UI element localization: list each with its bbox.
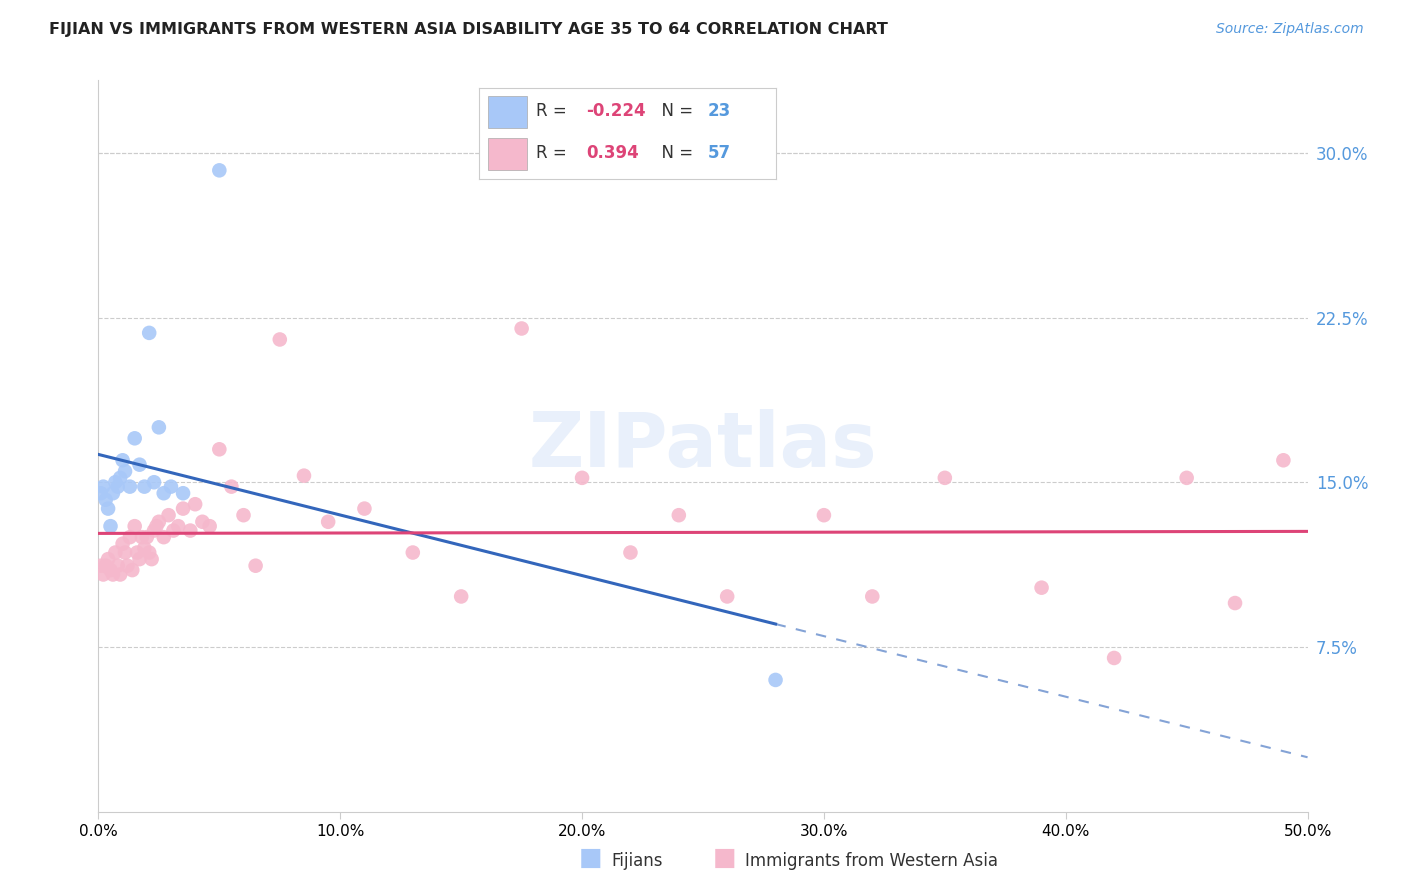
Point xyxy=(571,471,593,485)
Point xyxy=(143,524,166,538)
Point xyxy=(114,464,136,478)
Point xyxy=(860,590,883,604)
Point xyxy=(141,552,163,566)
Point xyxy=(172,486,194,500)
Point xyxy=(91,567,114,582)
Text: Source: ZipAtlas.com: Source: ZipAtlas.com xyxy=(1216,22,1364,37)
Point xyxy=(450,590,472,604)
Point xyxy=(148,515,170,529)
Point xyxy=(107,558,129,573)
Text: ■: ■ xyxy=(713,846,735,870)
Text: Immigrants from Western Asia: Immigrants from Western Asia xyxy=(745,852,998,870)
Point xyxy=(179,524,201,538)
Point xyxy=(108,471,131,485)
Point xyxy=(143,475,166,490)
Point xyxy=(131,530,153,544)
Text: FIJIAN VS IMMIGRANTS FROM WESTERN ASIA DISABILITY AGE 35 TO 64 CORRELATION CHART: FIJIAN VS IMMIGRANTS FROM WESTERN ASIA D… xyxy=(49,22,889,37)
Point xyxy=(118,480,141,494)
Text: Fijians: Fijians xyxy=(612,852,664,870)
Point xyxy=(97,501,120,516)
Point xyxy=(1223,596,1246,610)
Point xyxy=(157,508,180,523)
Point xyxy=(668,508,690,523)
Point xyxy=(1175,471,1198,485)
Point xyxy=(208,163,231,178)
Point xyxy=(91,480,114,494)
Point xyxy=(111,453,134,467)
Point xyxy=(114,545,136,559)
Point xyxy=(94,558,117,573)
Point xyxy=(160,480,183,494)
Point xyxy=(813,508,835,523)
Text: ■: ■ xyxy=(579,846,602,870)
Point xyxy=(124,431,146,445)
Point xyxy=(716,590,738,604)
Point xyxy=(208,442,231,457)
Point xyxy=(245,558,267,573)
Point xyxy=(162,524,184,538)
Point xyxy=(765,673,787,687)
Point xyxy=(124,519,146,533)
Point xyxy=(1272,453,1295,467)
Point xyxy=(619,545,641,559)
Point xyxy=(101,567,124,582)
Point xyxy=(97,552,120,566)
Point xyxy=(134,541,156,556)
Point xyxy=(152,530,174,544)
Point xyxy=(191,515,214,529)
Point xyxy=(152,486,174,500)
Point xyxy=(94,492,117,507)
Point xyxy=(135,530,157,544)
Point xyxy=(145,519,167,533)
Point xyxy=(353,501,375,516)
Point xyxy=(104,545,127,559)
Point xyxy=(117,558,139,573)
Point xyxy=(198,519,221,533)
Point xyxy=(510,321,533,335)
Point xyxy=(1102,651,1125,665)
Text: ZIPatlas: ZIPatlas xyxy=(529,409,877,483)
Point xyxy=(90,558,112,573)
Point xyxy=(134,480,156,494)
Point xyxy=(172,501,194,516)
Point xyxy=(104,475,127,490)
Point xyxy=(127,545,149,559)
Point xyxy=(128,552,150,566)
Point xyxy=(1031,581,1053,595)
Point xyxy=(118,530,141,544)
Point xyxy=(101,486,124,500)
Point xyxy=(934,471,956,485)
Point xyxy=(167,519,190,533)
Point xyxy=(184,497,207,511)
Point xyxy=(221,480,243,494)
Point xyxy=(108,567,131,582)
Point xyxy=(100,563,122,577)
Point xyxy=(100,519,122,533)
Point xyxy=(292,468,315,483)
Point xyxy=(138,545,160,559)
Point xyxy=(232,508,254,523)
Point xyxy=(148,420,170,434)
Point xyxy=(121,563,143,577)
Point xyxy=(107,480,129,494)
Point xyxy=(111,537,134,551)
Point xyxy=(90,486,112,500)
Point xyxy=(316,515,339,529)
Point xyxy=(138,326,160,340)
Point xyxy=(402,545,425,559)
Point xyxy=(269,333,291,347)
Point xyxy=(128,458,150,472)
